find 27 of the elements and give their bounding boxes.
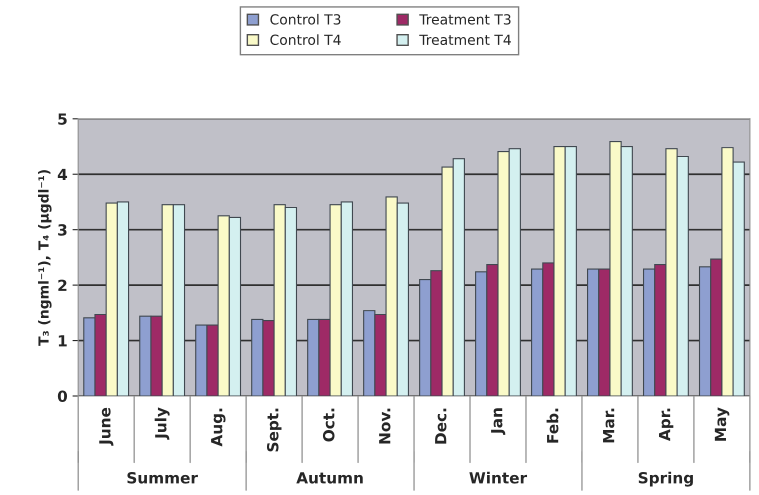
text: Autumn: [296, 472, 363, 484]
text: Spring: [638, 472, 693, 487]
x-tick-label: Apr.: [659, 408, 674, 441]
y-tick-label: 5: [58, 113, 67, 125]
y-tick-label: 0: [58, 390, 68, 402]
legend-label: Control T4: [270, 34, 341, 46]
legend-label: Control T3: [270, 14, 340, 25]
x-tick-label: June: [99, 408, 114, 446]
text: Summer: [127, 472, 198, 484]
x-tick-label: Feb.: [546, 408, 558, 443]
x-tick-label: Dec.: [435, 408, 446, 444]
x-tick-label: Sept.: [266, 408, 282, 452]
x-tick-label: Oct.: [322, 408, 335, 442]
y-tick-label: 2: [58, 280, 66, 291]
legend-label: Treatment T4: [419, 34, 511, 46]
y-tick-label: 4: [58, 168, 68, 180]
x-tick-label: Nov.: [379, 408, 390, 444]
text: Winter: [469, 472, 528, 484]
x-tick-label: Aug.: [211, 408, 226, 446]
x-tick-label: May: [714, 407, 730, 441]
y-axis-title: T₃ (ngml⁻¹), T₄ (µgdl⁻¹): [38, 170, 52, 346]
x-tick-label: July: [154, 407, 170, 440]
y-tick-label: 1: [58, 335, 67, 346]
legend-label: Treatment T3: [419, 14, 511, 25]
x-tick-label: Jan: [491, 408, 506, 435]
y-tick-label: 3: [58, 224, 67, 236]
x-tick-label: Mar.: [603, 408, 614, 442]
